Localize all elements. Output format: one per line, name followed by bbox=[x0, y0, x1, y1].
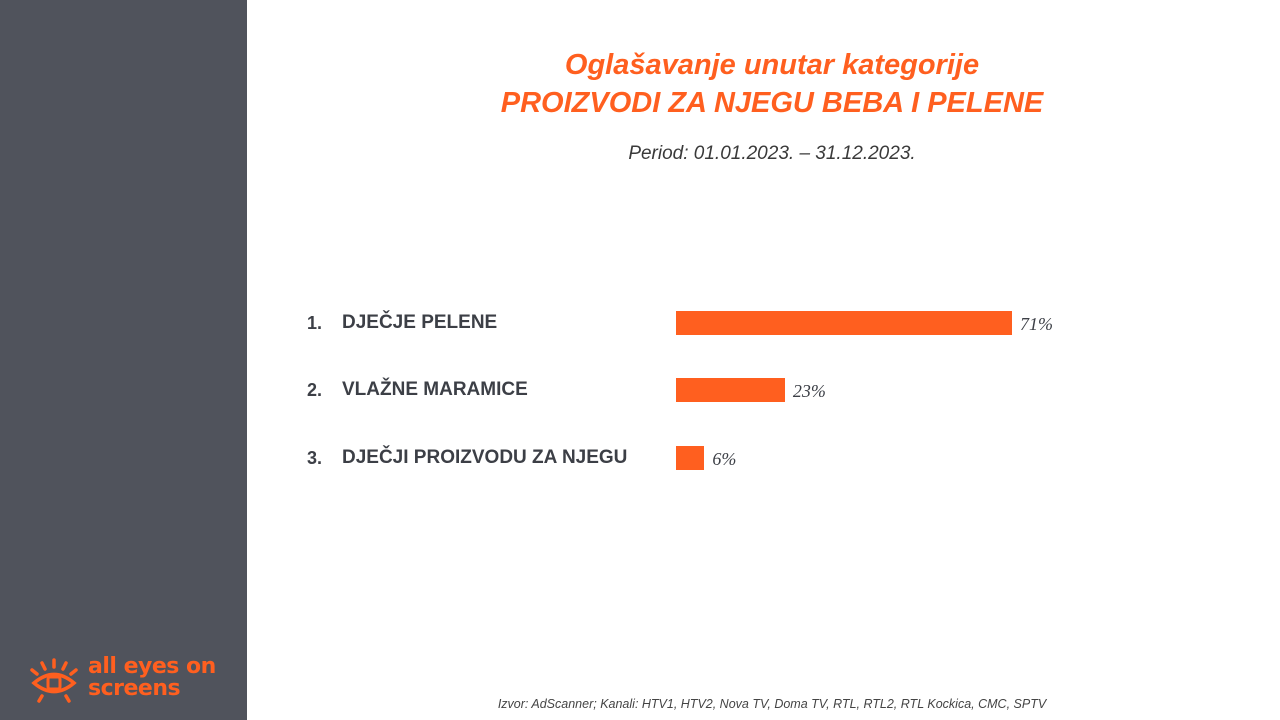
source-note: Izvor: AdScanner; Kanali: HTV1, HTV2, No… bbox=[497, 697, 1047, 711]
chart-title-line-1: Oglašavanje unutar kategorije bbox=[564, 49, 980, 81]
eye-icon bbox=[30, 658, 78, 703]
rank-label: 3. bbox=[307, 448, 323, 468]
bar bbox=[676, 378, 785, 402]
brand-logo: all eyes on screens bbox=[28, 654, 228, 704]
logo-line-2: screens bbox=[88, 676, 181, 701]
category-label: VLAŽNE MARAMICE bbox=[342, 379, 528, 400]
bar-value-label: 23% bbox=[792, 381, 826, 401]
category-label: DJEČJI PROIZVODU ZA NJEGU bbox=[342, 447, 628, 468]
category-label: DJEČJE PELENE bbox=[342, 312, 498, 333]
bar bbox=[676, 311, 1012, 335]
rank-label: 1. bbox=[307, 313, 323, 333]
logo-line-1: all eyes on bbox=[88, 654, 216, 679]
rank-label: 2. bbox=[307, 380, 323, 400]
chart-title-line-2: PROIZVODI ZA NJEGU BEBA I PELENE bbox=[500, 87, 1044, 119]
bar-value-label: 71% bbox=[1020, 314, 1053, 334]
sidebar-panel: all eyes on screens bbox=[0, 0, 247, 720]
chart-title: Oglašavanje unutar kategorije PROIZVODI … bbox=[247, 46, 1280, 122]
bar-value-label: 6% bbox=[712, 449, 737, 469]
bar bbox=[676, 446, 705, 470]
chart-period: Period: 01.01.2023. – 31.12.2023. bbox=[628, 143, 916, 164]
